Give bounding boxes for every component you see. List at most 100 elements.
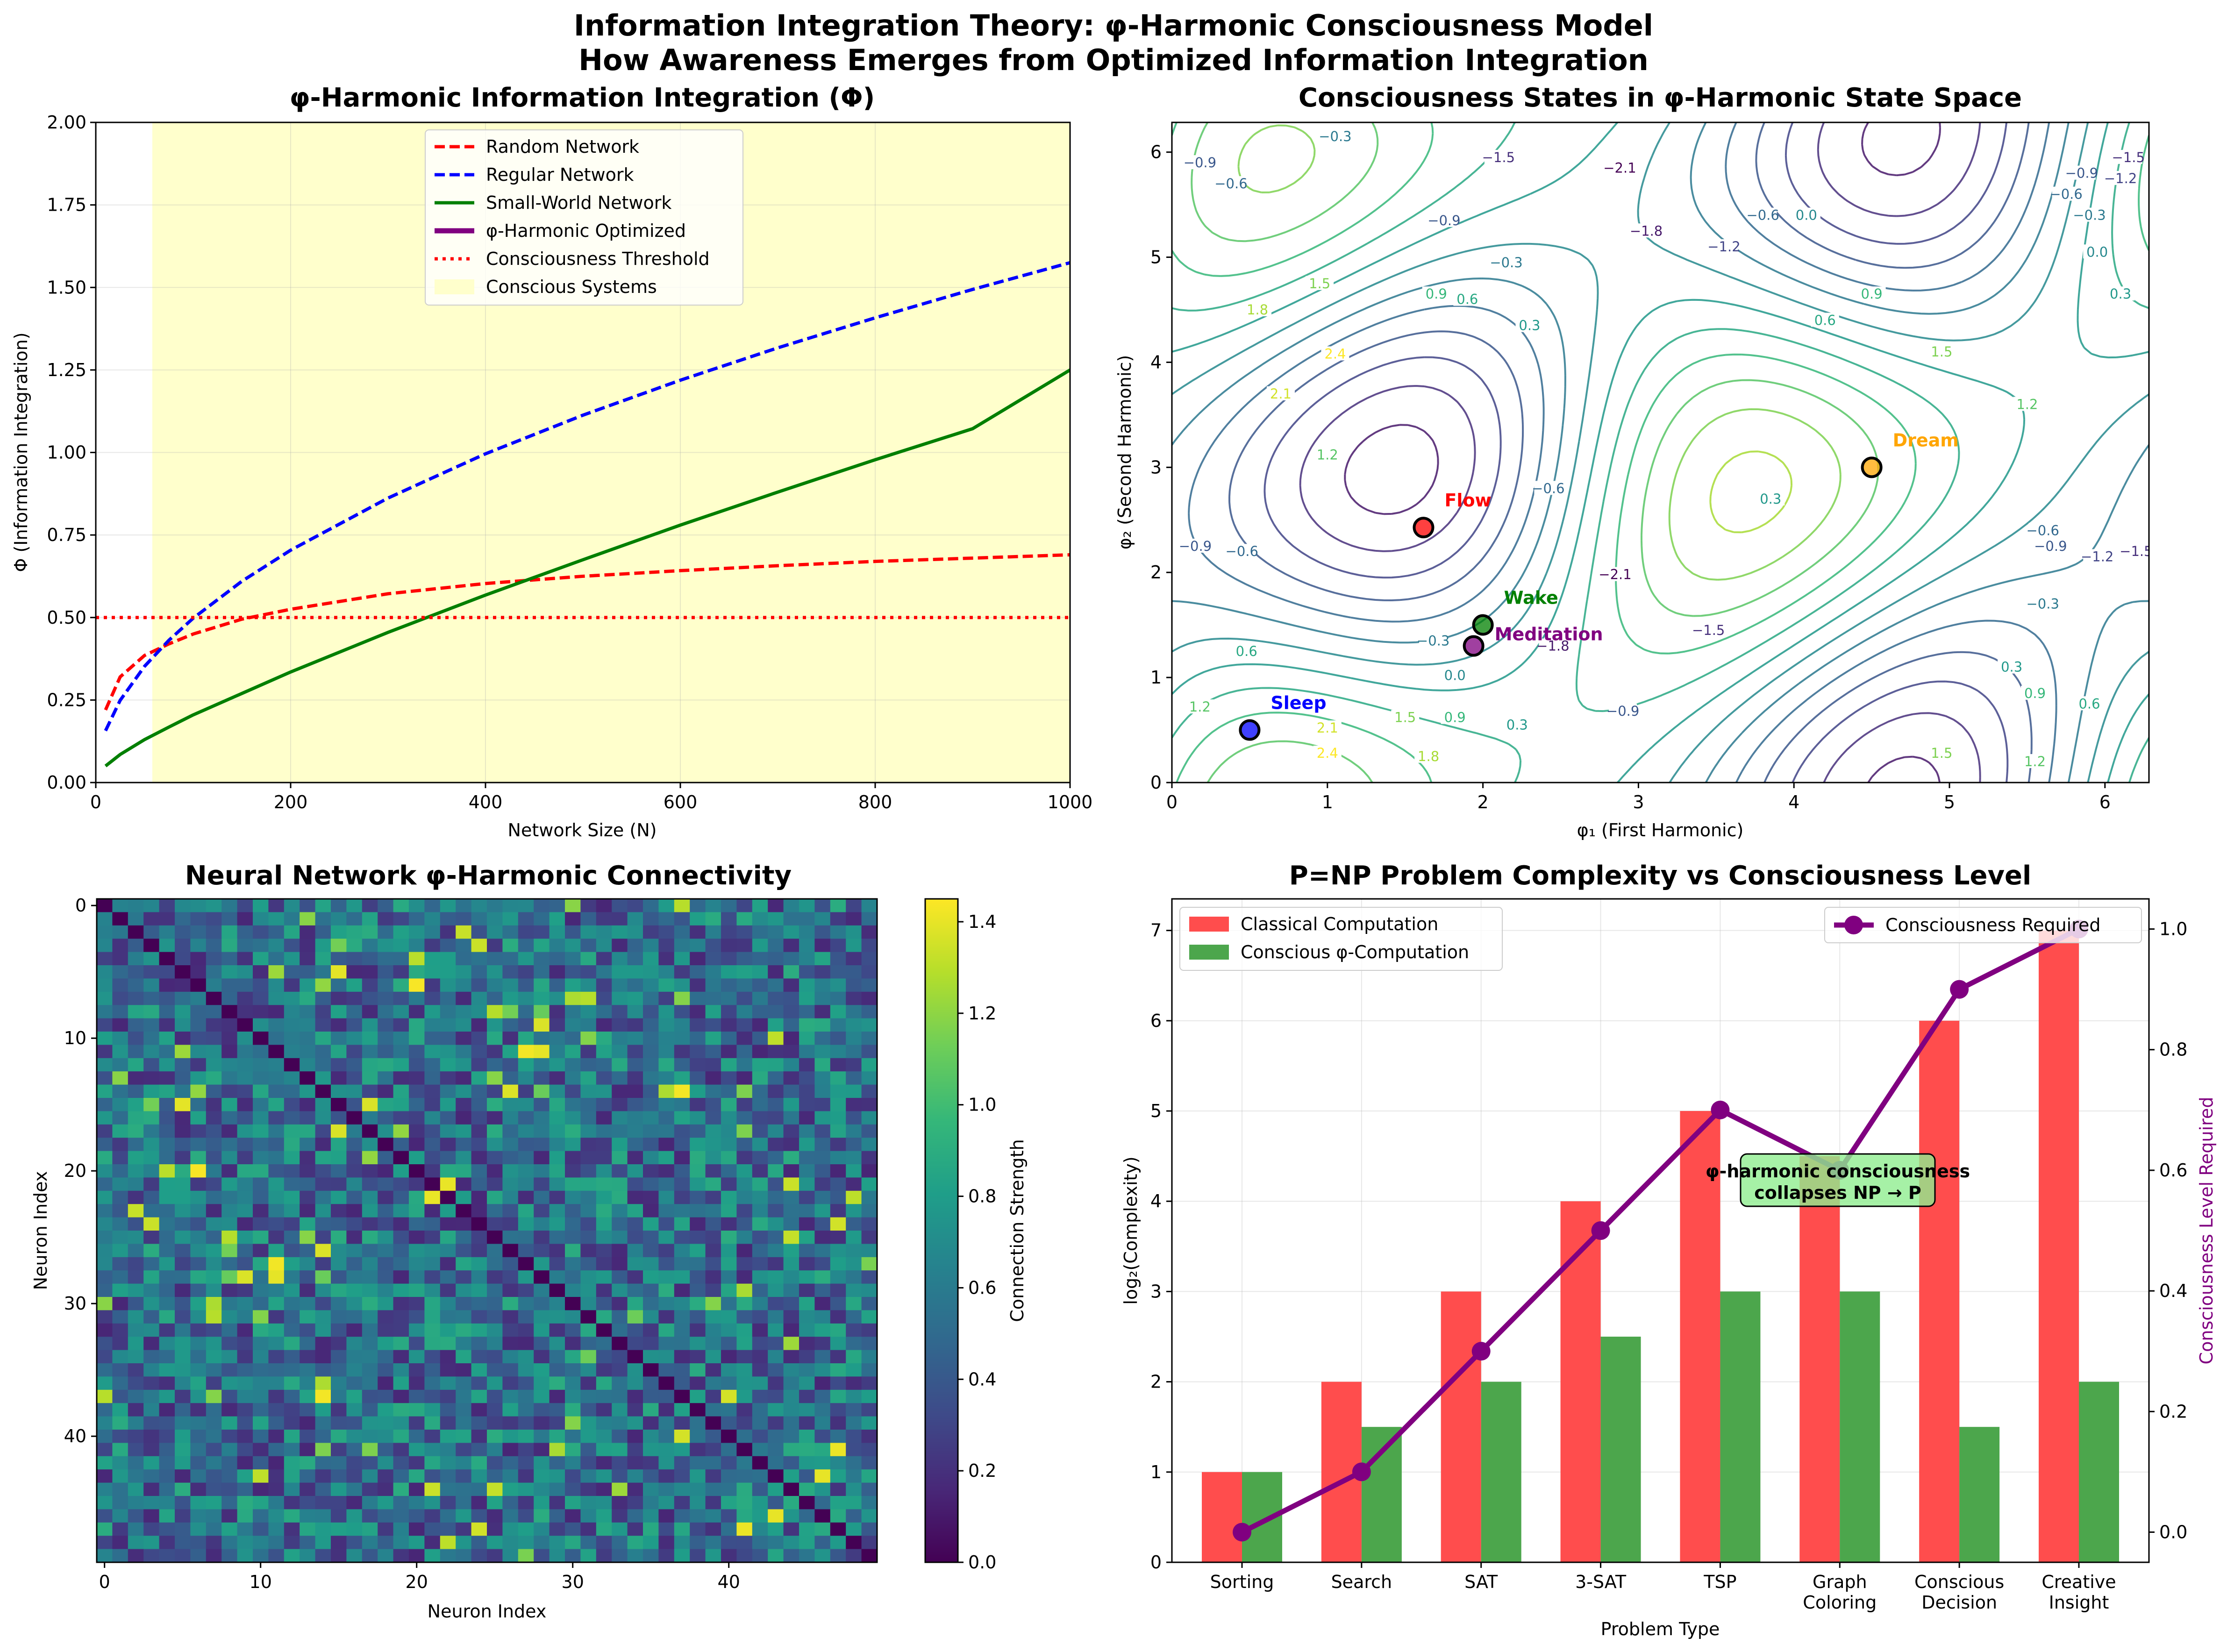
heatmap-cell: [128, 899, 144, 912]
p4-bar-1: [1720, 1291, 1761, 1562]
heatmap-cell: [159, 1124, 175, 1138]
heatmap-cell: [690, 899, 706, 912]
p1-legend-label: φ-Harmonic Optimized: [486, 221, 686, 241]
heatmap-cell: [175, 1283, 191, 1297]
heatmap-cell: [690, 1270, 706, 1284]
heatmap-cell: [502, 899, 519, 912]
heatmap-cell: [206, 1217, 222, 1231]
heatmap-cell: [440, 1337, 456, 1351]
heatmap-cell: [159, 1430, 175, 1443]
heatmap-cell: [534, 1283, 550, 1297]
heatmap-cell: [471, 1204, 487, 1218]
heatmap-cell: [846, 1430, 862, 1443]
heatmap-cell: [190, 1217, 207, 1231]
heatmap-cell: [534, 1337, 550, 1351]
heatmap-cell: [471, 1177, 487, 1191]
heatmap-cell: [502, 1323, 519, 1337]
consciousness-required-point: [1950, 980, 1969, 999]
p4-bar-0: [1680, 1111, 1720, 1562]
heatmap-cell: [440, 1549, 456, 1563]
heatmap-cell: [471, 1018, 487, 1032]
heatmap-cell: [221, 1164, 238, 1178]
heatmap-cell: [253, 1430, 269, 1443]
heatmap-cell: [502, 1204, 519, 1218]
heatmap-cell: [221, 1310, 238, 1324]
heatmap-cell: [502, 1244, 519, 1258]
heatmap-cell: [596, 1469, 612, 1483]
heatmap-cell: [721, 1389, 737, 1403]
heatmap-cell: [549, 1310, 565, 1324]
heatmap-cell: [643, 1124, 659, 1138]
heatmap-cell: [565, 1549, 581, 1563]
heatmap-cell: [237, 925, 253, 939]
heatmap-cell: [814, 1549, 831, 1563]
heatmap-cell: [112, 1337, 128, 1351]
heatmap-cell: [565, 1443, 581, 1457]
heatmap-cell: [721, 1190, 737, 1204]
heatmap-cell: [580, 952, 597, 966]
heatmap-cell: [206, 1058, 222, 1072]
heatmap-cell: [206, 1071, 222, 1085]
heatmap-cell: [112, 1098, 128, 1111]
heatmap-cell: [596, 952, 612, 966]
heatmap-cell: [580, 1496, 597, 1510]
heatmap-cell: [97, 1231, 113, 1244]
heatmap-cell: [549, 1430, 565, 1443]
heatmap-cell: [268, 1389, 285, 1403]
heatmap-cell: [658, 1509, 675, 1523]
heatmap-cell: [97, 1244, 113, 1258]
heatmap-cell: [565, 1084, 581, 1098]
heatmap-cell: [175, 991, 191, 1005]
heatmap-cell: [424, 1190, 441, 1204]
heatmap-cell: [534, 1084, 550, 1098]
heatmap-cell: [612, 1536, 628, 1550]
heatmap-cell: [253, 1389, 269, 1403]
heatmap-cell: [799, 1124, 815, 1138]
heatmap-cell: [315, 1509, 331, 1523]
heatmap-cell: [378, 1177, 394, 1191]
heatmap-cell: [300, 1005, 316, 1019]
heatmap-cell: [643, 1098, 659, 1111]
heatmap-cell: [799, 1138, 815, 1152]
heatmap-cell: [190, 1098, 207, 1111]
contour-label-bg: [2013, 397, 2041, 411]
contour-label: 0.6: [2078, 696, 2100, 712]
heatmap-cell: [814, 1456, 831, 1470]
p4-bar-1: [1361, 1427, 1402, 1562]
heatmap-cell: [456, 1363, 472, 1377]
heatmap-cell: [549, 1536, 565, 1550]
heatmap-cell: [456, 1190, 472, 1204]
heatmap-cell: [674, 939, 690, 953]
heatmap-cell: [549, 1403, 565, 1417]
p2-xtick: 4: [1788, 792, 1799, 812]
heatmap-cell: [502, 1522, 519, 1536]
heatmap-cell: [378, 1217, 394, 1231]
heatmap-cell: [518, 1257, 534, 1271]
p3-xtick: 20: [406, 1572, 428, 1592]
heatmap-cell: [331, 1549, 347, 1563]
heatmap-cell: [175, 1443, 191, 1457]
heatmap-cell: [378, 952, 394, 966]
heatmap-cell: [175, 1270, 191, 1284]
heatmap-cell: [378, 1403, 394, 1417]
heatmap-cell: [253, 1244, 269, 1258]
heatmap-cell: [143, 1098, 160, 1111]
heatmap-cell: [736, 1138, 753, 1152]
heatmap-cell: [799, 1018, 815, 1032]
heatmap-cell: [846, 1270, 862, 1284]
heatmap-cell: [612, 1177, 628, 1191]
contour-label: 1.8: [1418, 748, 1439, 764]
heatmap-cell: [674, 991, 690, 1005]
heatmap-cell: [471, 1084, 487, 1098]
heatmap-cell: [658, 925, 675, 939]
heatmap-cell: [471, 1323, 487, 1337]
heatmap-cell: [643, 1430, 659, 1443]
heatmap-cell: [175, 1456, 191, 1470]
heatmap-cell: [315, 1244, 331, 1258]
heatmap-cell: [596, 1151, 612, 1165]
heatmap-cell: [393, 1018, 409, 1032]
heatmap-cell: [362, 1416, 378, 1430]
heatmap-cell: [409, 1190, 425, 1204]
heatmap-cell: [331, 978, 347, 992]
heatmap-cell: [237, 1283, 253, 1297]
